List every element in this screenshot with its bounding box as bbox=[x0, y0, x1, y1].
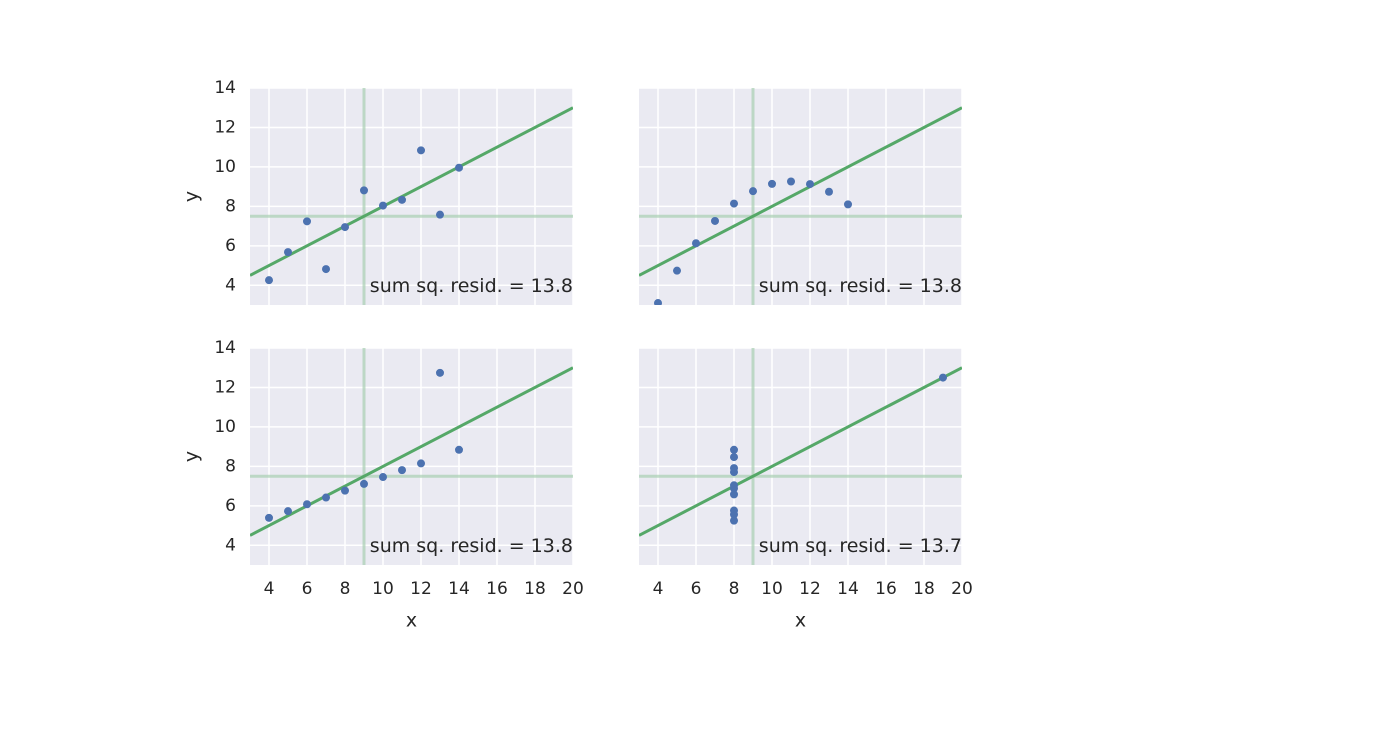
y-tick-label: 14 bbox=[214, 78, 236, 98]
x-tick-label: 8 bbox=[729, 579, 740, 599]
x-tick-label: 18 bbox=[913, 579, 935, 599]
data-point bbox=[730, 453, 738, 462]
data-point bbox=[379, 201, 387, 210]
plot-area bbox=[250, 88, 573, 305]
y-tick-label: 4 bbox=[225, 535, 236, 555]
panel-bottom-left: sum sq. resid. = 13.8 4 6 8 10 12 14 4 6 8 10 12 14 1… bbox=[181, 338, 584, 632]
x-tick-label: 10 bbox=[761, 579, 783, 599]
y-tick-label: 12 bbox=[214, 117, 236, 137]
x-axis-label: x bbox=[795, 610, 806, 632]
data-point bbox=[303, 217, 311, 226]
regression-line bbox=[639, 106, 962, 277]
panel-bottom-right: sum sq. resid. = 13.7 4 6 8 10 12 14 16 18 20 x bbox=[639, 347, 973, 632]
x-tick-label: 14 bbox=[837, 579, 859, 599]
regression-line bbox=[250, 366, 573, 537]
plot-area bbox=[639, 348, 962, 565]
x-tick-label: 14 bbox=[448, 579, 470, 599]
panel-top-right: sum sq. resid. = 13.8 bbox=[639, 87, 963, 305]
data-point bbox=[730, 516, 738, 525]
plot-area bbox=[639, 88, 962, 305]
data-point bbox=[417, 146, 425, 155]
x-tick-label: 16 bbox=[875, 579, 897, 599]
data-point bbox=[749, 187, 757, 196]
y-tick-label: 12 bbox=[214, 377, 236, 397]
data-point bbox=[692, 239, 700, 248]
data-point bbox=[341, 486, 349, 495]
panel-top-left: sum sq. resid. = 13.8 4 6 8 10 12 14 y bbox=[181, 78, 574, 305]
data-point bbox=[265, 513, 273, 522]
data-point bbox=[825, 187, 833, 196]
data-point bbox=[806, 180, 814, 189]
data-point bbox=[341, 223, 349, 232]
data-point bbox=[730, 199, 738, 208]
y-tick-label: 10 bbox=[214, 417, 236, 437]
x-axis-label: x bbox=[406, 610, 417, 632]
plot-background bbox=[639, 88, 962, 305]
plot-area bbox=[250, 348, 573, 565]
data-point bbox=[455, 445, 463, 454]
y-tick-label: 4 bbox=[225, 275, 236, 295]
plot-background bbox=[250, 88, 573, 305]
data-point bbox=[265, 276, 273, 285]
data-point bbox=[284, 248, 292, 257]
residual-annotation: sum sq. resid. = 13.8 bbox=[759, 275, 962, 297]
data-point bbox=[379, 473, 387, 482]
data-point bbox=[730, 464, 738, 473]
data-point bbox=[711, 216, 719, 225]
x-tick-label: 20 bbox=[562, 579, 584, 599]
x-tick-label: 10 bbox=[372, 579, 394, 599]
plot-background bbox=[639, 348, 962, 565]
x-tick-label: 8 bbox=[340, 579, 351, 599]
data-point bbox=[939, 373, 947, 382]
data-point bbox=[436, 210, 444, 219]
x-tick-label: 6 bbox=[691, 579, 702, 599]
residual-annotation: sum sq. resid. = 13.8 bbox=[370, 275, 573, 297]
x-tick-label: 16 bbox=[486, 579, 508, 599]
y-axis-label: y bbox=[181, 191, 203, 202]
data-point bbox=[417, 459, 425, 468]
data-point bbox=[768, 179, 776, 188]
data-point bbox=[360, 479, 368, 488]
x-tick-label: 20 bbox=[951, 579, 973, 599]
y-tick-label: 14 bbox=[214, 338, 236, 358]
x-tick-label: 6 bbox=[302, 579, 313, 599]
data-point bbox=[398, 466, 406, 475]
y-tick-label: 6 bbox=[225, 496, 236, 516]
data-point bbox=[673, 266, 681, 275]
data-point bbox=[730, 490, 738, 499]
data-point bbox=[322, 493, 330, 502]
data-point bbox=[844, 200, 852, 209]
data-point bbox=[654, 299, 662, 305]
data-point bbox=[787, 177, 795, 186]
y-tick-label: 6 bbox=[225, 236, 236, 256]
y-tick-label: 8 bbox=[225, 196, 236, 216]
regression-line bbox=[250, 106, 573, 277]
x-tick-label: 4 bbox=[653, 579, 664, 599]
data-point bbox=[730, 445, 738, 454]
x-tick-label: 12 bbox=[410, 579, 432, 599]
data-point bbox=[284, 507, 292, 516]
y-axis-label: y bbox=[181, 451, 203, 462]
data-point bbox=[360, 186, 368, 195]
data-point bbox=[322, 265, 330, 274]
y-tick-label: 10 bbox=[214, 157, 236, 177]
data-point bbox=[730, 510, 738, 519]
x-tick-label: 18 bbox=[524, 579, 546, 599]
x-tick-label: 12 bbox=[799, 579, 821, 599]
data-point bbox=[303, 500, 311, 509]
data-point bbox=[398, 195, 406, 204]
residual-annotation: sum sq. resid. = 13.7 bbox=[759, 535, 962, 557]
data-point bbox=[455, 163, 463, 172]
plot-background bbox=[250, 348, 573, 565]
data-point bbox=[436, 368, 444, 377]
residual-annotation: sum sq. resid. = 13.8 bbox=[370, 535, 573, 557]
data-point bbox=[730, 484, 738, 493]
x-tick-label: 4 bbox=[264, 579, 275, 599]
regression-line bbox=[639, 366, 962, 537]
y-tick-label: 8 bbox=[225, 456, 236, 476]
